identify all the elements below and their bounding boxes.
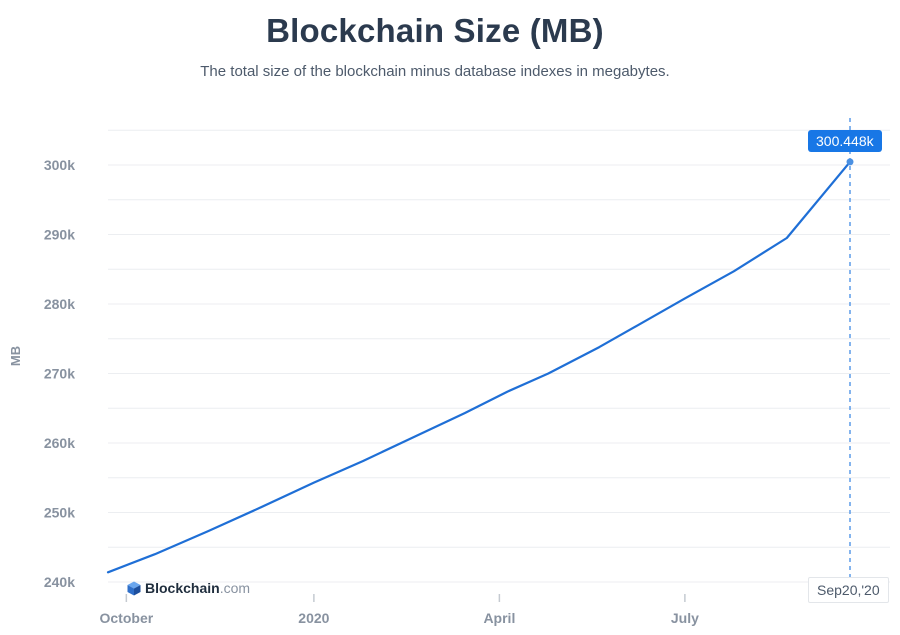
y-tick-label: 250k: [44, 505, 75, 521]
logo-tld-text: .com: [219, 580, 251, 596]
grid-lines: [108, 129, 890, 583]
logo-brand-text: Blockchain: [145, 580, 220, 596]
y-tick-label: 240k: [44, 574, 75, 590]
x-tick-label: 2020: [298, 610, 329, 626]
y-tick-label: 280k: [44, 296, 75, 312]
y-axis-ticks: 240k 250k 260k 270k 280k 290k 300k: [44, 157, 75, 590]
highlight-point: [846, 158, 854, 166]
date-tooltip: Sep20,'20: [808, 577, 889, 603]
series-line-blockchain-size: [106, 160, 852, 574]
chart-subtitle: The total size of the blockchain minus d…: [200, 63, 670, 80]
blockchain-cube-icon: [127, 581, 141, 595]
value-tooltip: 300.448k: [808, 130, 882, 152]
x-axis-ticks: October 2020 April July: [100, 594, 699, 626]
chart-title: Blockchain Size (MB): [266, 12, 604, 49]
y-tick-label: 290k: [44, 227, 75, 243]
blockchain-logo: Blockchain .com: [127, 580, 250, 596]
y-tick-label: 270k: [44, 366, 75, 382]
x-tick-label: April: [483, 610, 515, 626]
y-tick-label: 260k: [44, 435, 75, 451]
y-tick-label: 300k: [44, 157, 75, 173]
x-tick-label: October: [100, 610, 154, 626]
x-tick-label: July: [671, 610, 699, 626]
y-axis-label: MB: [8, 346, 23, 366]
